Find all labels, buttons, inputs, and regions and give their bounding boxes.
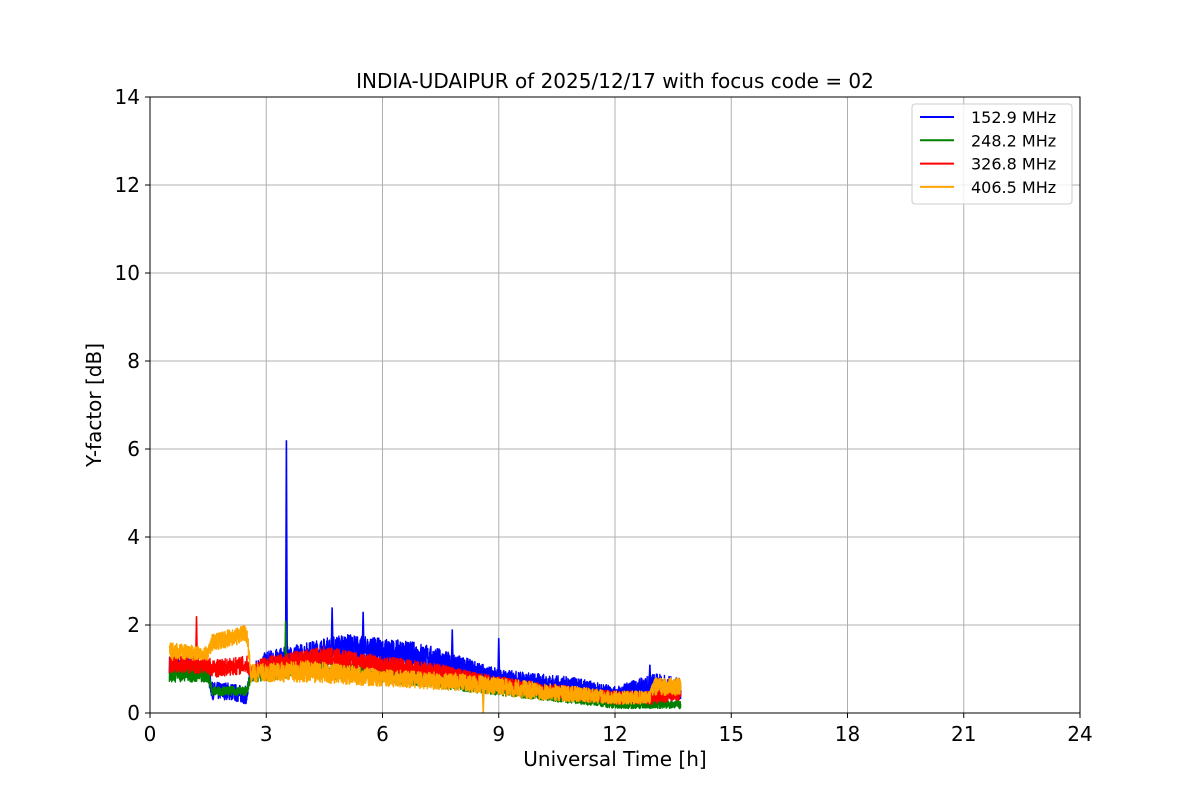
plot-area xyxy=(168,440,682,714)
x-tick-label: 0 xyxy=(144,722,157,746)
legend-label: 152.9 MHz xyxy=(971,108,1056,127)
y-tick-label: 2 xyxy=(127,613,140,637)
x-tick-label: 21 xyxy=(951,722,976,746)
x-tick-label: 9 xyxy=(492,722,505,746)
y-tick-label: 10 xyxy=(115,261,140,285)
x-tick-label: 6 xyxy=(376,722,389,746)
chart-title: INDIA-UDAIPUR of 2025/12/17 with focus c… xyxy=(356,69,874,93)
legend: 152.9 MHz 248.2 MHz 326.8 MHz 406.5 MHz xyxy=(911,103,1073,205)
series-spike xyxy=(330,607,334,649)
series-line xyxy=(168,624,682,705)
y-tick-label: 14 xyxy=(115,85,140,109)
x-tick-label: 3 xyxy=(260,722,273,746)
y-tick-label: 4 xyxy=(127,525,140,549)
x-tick-label: 18 xyxy=(835,722,860,746)
series-spike xyxy=(648,664,652,688)
legend-box xyxy=(911,103,1073,205)
legend-label: 406.5 MHz xyxy=(971,178,1056,197)
series-spike xyxy=(284,440,288,658)
series-spike xyxy=(497,638,501,678)
y-tick-label: 6 xyxy=(127,437,140,461)
series-spike xyxy=(450,629,454,665)
legend-label: 248.2 MHz xyxy=(971,131,1056,150)
x-tick-label: 12 xyxy=(602,722,627,746)
y-tick-label: 12 xyxy=(115,173,140,197)
legend-label: 326.8 MHz xyxy=(971,155,1056,174)
series-spike xyxy=(361,611,365,650)
y-tick-label: 8 xyxy=(127,349,140,373)
y-axis-label: Y-factor [dB] xyxy=(82,343,106,468)
x-axis-label: Universal Time [h] xyxy=(523,747,706,771)
x-tick-label: 15 xyxy=(719,722,744,746)
y-tick-label: 0 xyxy=(127,701,140,725)
series-spike xyxy=(481,684,485,714)
x-tick-label: 24 xyxy=(1067,722,1092,746)
